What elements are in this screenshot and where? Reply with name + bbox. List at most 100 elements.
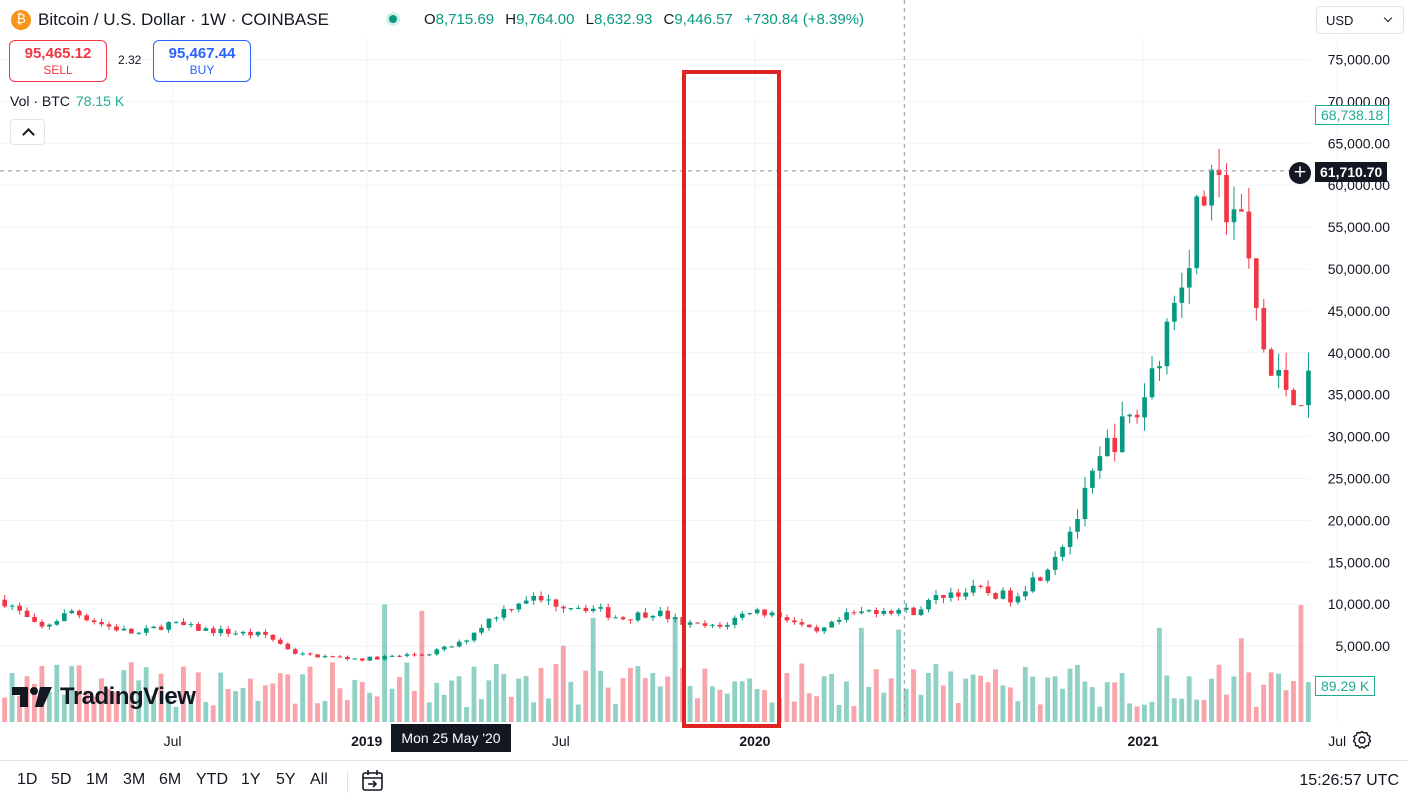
- candle-body: [1030, 577, 1036, 592]
- candle-body: [658, 610, 663, 616]
- volume-bar: [285, 674, 291, 722]
- volume-bar: [337, 688, 343, 722]
- candle-body: [143, 628, 149, 633]
- candle-body: [1119, 416, 1125, 453]
- volume-bar: [1112, 682, 1118, 722]
- volume-bar: [799, 663, 805, 722]
- volume-bar: [732, 681, 738, 722]
- currency-select[interactable]: USD: [1316, 6, 1404, 34]
- volume-bar: [322, 700, 328, 722]
- price-axis-label: 65,000.00: [1328, 135, 1390, 151]
- volume-bar: [1149, 701, 1155, 722]
- time-axis[interactable]: Jul2019Jul20202021Jul2022Jul2023Jul2024J…: [164, 733, 1408, 749]
- candle-body: [643, 612, 648, 618]
- candle-body: [1194, 196, 1200, 269]
- candle-body: [896, 609, 902, 614]
- low-label: L: [585, 11, 594, 28]
- sell-button[interactable]: 95,465.12 SELL: [9, 40, 107, 82]
- volume-bar: [404, 662, 410, 722]
- range-6m-button[interactable]: 6M: [159, 771, 182, 788]
- market-status-icon[interactable]: [386, 12, 400, 26]
- volume-legend[interactable]: Vol · BTC 78.15 K: [10, 93, 124, 109]
- volume-bar: [367, 692, 373, 722]
- volume-bar: [590, 617, 596, 722]
- volume-bar: [1246, 672, 1252, 722]
- volume-bar: [717, 689, 723, 722]
- volume-bar: [821, 676, 827, 722]
- volume-bar: [858, 627, 864, 722]
- volume-bar: [300, 674, 306, 722]
- range-all-button[interactable]: All: [310, 771, 328, 788]
- volume-bar: [1209, 678, 1214, 722]
- volume-bar: [754, 689, 760, 722]
- volume-bar: [665, 676, 671, 722]
- high-label: H: [505, 11, 517, 28]
- candle-body: [978, 585, 983, 587]
- candle-body: [1179, 287, 1185, 303]
- volume-bar: [1201, 700, 1207, 722]
- range-ytd-button[interactable]: YTD: [196, 771, 228, 788]
- volume-bar: [784, 673, 790, 722]
- candle-body: [911, 607, 916, 616]
- range-5d-button[interactable]: 5D: [51, 771, 72, 788]
- candle-body: [1045, 569, 1051, 581]
- volume-bar: [17, 696, 22, 722]
- high-value: 9,764.00: [516, 11, 575, 28]
- candle-body: [352, 658, 358, 660]
- range-3m-button[interactable]: 3M: [123, 771, 146, 788]
- candle-body: [203, 628, 209, 631]
- candle-body: [866, 610, 872, 612]
- candle-body: [1254, 258, 1259, 308]
- candle-body: [240, 631, 246, 634]
- volume-bar: [940, 685, 946, 722]
- candle-body: [188, 624, 194, 626]
- candle-body: [844, 612, 849, 620]
- candle-body: [397, 655, 402, 657]
- candle-body: [1164, 321, 1170, 367]
- volume-bar: [888, 678, 894, 722]
- volume-bar: [1067, 668, 1073, 722]
- volume-bar: [1291, 681, 1296, 722]
- symbol-title[interactable]: Bitcoin / U.S. Dollar · 1W · COINBASE: [38, 10, 329, 29]
- volume-bar: [1030, 676, 1036, 722]
- volume-bar: [1186, 676, 1192, 722]
- change-value: +730.84 (+8.39%): [743, 11, 865, 28]
- range-1y-button[interactable]: 1Y: [241, 771, 261, 788]
- candle-body: [441, 646, 447, 650]
- candle-body: [17, 605, 22, 611]
- crosshair-plus-icon[interactable]: +: [1289, 162, 1311, 184]
- volume-bar: [307, 666, 313, 722]
- volume-bar: [2, 697, 8, 722]
- volume-bar: [1142, 704, 1147, 722]
- goto-date-icon[interactable]: [360, 768, 386, 794]
- toolbar-divider: [347, 771, 348, 793]
- candle-body: [956, 592, 961, 597]
- range-1d-button[interactable]: 1D: [17, 771, 38, 788]
- time-axis-label: Jul: [164, 733, 182, 749]
- volume-bar: [374, 696, 380, 722]
- candle-body: [464, 640, 469, 642]
- price-axis[interactable]: 75,000.0070,000.0065,000.0060,000.0055,0…: [1328, 52, 1391, 655]
- volume-bar: [851, 705, 857, 722]
- settings-gear-icon[interactable]: [1352, 730, 1372, 750]
- volume-bar: [560, 645, 566, 722]
- crosshair: [0, 0, 1310, 722]
- utc-clock[interactable]: 15:26:57 UTC: [1299, 772, 1399, 789]
- candle-body: [941, 594, 946, 598]
- volume-bar: [9, 673, 15, 722]
- volume-bar: [426, 702, 432, 722]
- candle-body: [538, 596, 544, 601]
- volume-bar: [769, 702, 775, 722]
- range-1m-button[interactable]: 1M: [86, 771, 109, 788]
- chevron-up-icon[interactable]: [10, 119, 45, 145]
- open-value: 8,715.69: [435, 11, 495, 28]
- range-5y-button[interactable]: 5Y: [276, 771, 296, 788]
- volume-bar: [166, 696, 171, 722]
- candle-body: [404, 654, 410, 656]
- buy-button[interactable]: 95,467.44 BUY: [153, 40, 251, 82]
- volume-bar: [128, 662, 134, 722]
- price-axis-label: 10,000.00: [1328, 596, 1390, 612]
- candle-body: [1231, 209, 1237, 223]
- volume-bar: [1276, 673, 1281, 722]
- candle-body: [926, 599, 931, 610]
